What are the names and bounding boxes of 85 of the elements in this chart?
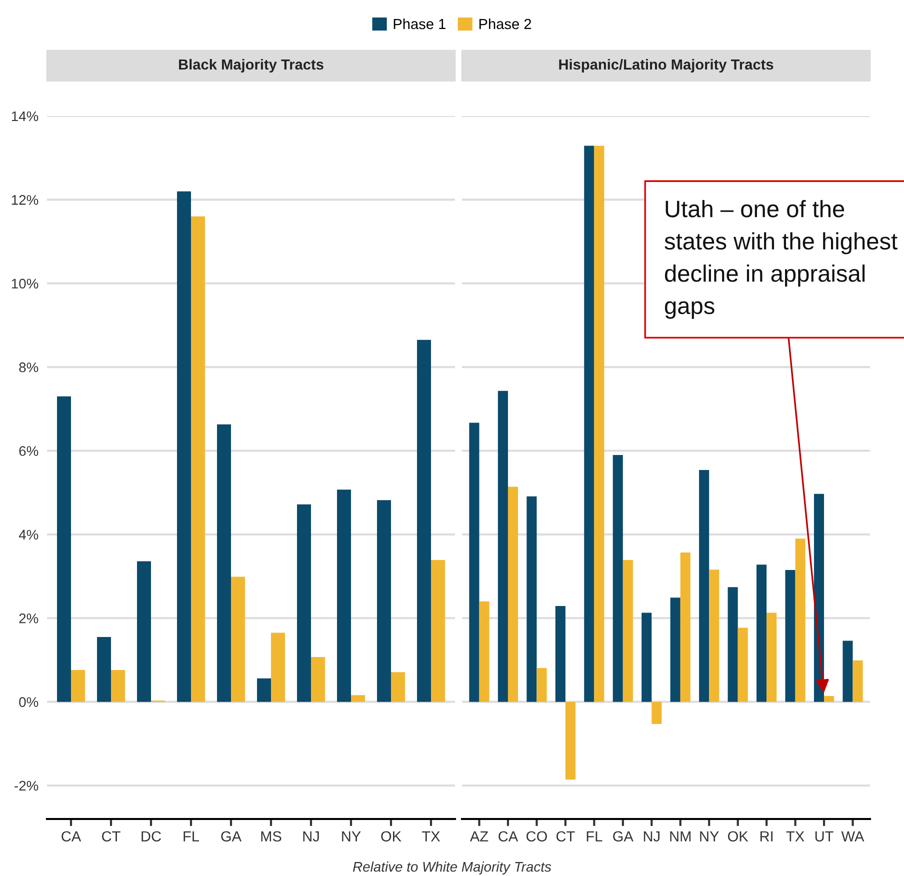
bar [508, 486, 518, 702]
bar [231, 576, 245, 702]
bar [738, 628, 748, 702]
bar [479, 601, 490, 702]
bar [709, 570, 720, 702]
bar [377, 500, 391, 702]
y-tick-label: 2% [19, 613, 38, 624]
x-axis-title: Relative to White Majority Tracts [352, 862, 552, 874]
x-tick-label: AZ [470, 831, 488, 842]
bar [111, 670, 125, 702]
bar [622, 560, 633, 702]
x-tick-label: TX [786, 831, 804, 842]
x-tick-label: NJ [644, 831, 660, 842]
y-tick-label: 6% [19, 446, 38, 456]
x-tick-label: OK [381, 831, 402, 842]
bar [824, 696, 834, 702]
bar [191, 216, 205, 702]
bar [670, 598, 680, 702]
x-tick-label: FL [586, 831, 602, 842]
bar [555, 606, 566, 702]
y-tick-label: 14% [12, 111, 38, 122]
bar [57, 396, 71, 702]
x-tick-label: WA [841, 831, 864, 842]
bar [795, 538, 806, 702]
x-tick-label: GA [221, 831, 242, 842]
bar [594, 146, 604, 702]
bar [337, 490, 351, 702]
x-tick-label: DC [142, 831, 161, 842]
chart-title: Hispanic/Latino Majority Tracts [559, 58, 774, 73]
bar [728, 587, 738, 702]
bar [842, 640, 853, 702]
x-tick-label: NY [700, 831, 719, 842]
bar [97, 636, 111, 702]
bar [584, 146, 594, 702]
x-tick-label: TX [422, 831, 440, 842]
bar [417, 340, 431, 702]
y-tick-label: 8% [19, 362, 38, 372]
x-tick-label: MS [261, 831, 282, 842]
y-tick-label: -2% [14, 780, 38, 791]
bar [257, 678, 271, 702]
x-tick-label: CO [526, 831, 547, 842]
legend-label: Phase 1 [394, 18, 446, 30]
x-tick-label: UT [815, 831, 834, 842]
bar [536, 668, 547, 702]
x-tick-label: FL [184, 831, 200, 842]
bar [297, 504, 311, 702]
bar [469, 422, 480, 702]
bar [391, 672, 405, 702]
x-tick-label: NM [670, 831, 691, 842]
bar [311, 657, 325, 702]
bar [612, 454, 623, 702]
y-tick-label: 12% [12, 195, 38, 205]
bar [271, 632, 285, 702]
y-tick-label: 4% [18, 530, 38, 540]
x-tick-label: NY [342, 831, 361, 842]
bar [71, 670, 85, 702]
bar [680, 552, 690, 702]
bar [785, 570, 796, 702]
annotation: Utah – one of the states with the highest decline in appraisal gaps [664, 200, 898, 319]
bar [766, 612, 777, 702]
bar [852, 660, 863, 702]
bar [431, 560, 445, 702]
bar [756, 564, 767, 702]
bar [699, 470, 710, 702]
chart-title: Black Majority Tracts [179, 58, 324, 73]
x-tick-label: RI [760, 831, 773, 842]
y-tick-label: 0% [19, 697, 38, 708]
bar [137, 561, 151, 702]
x-tick-label: CA [62, 831, 82, 842]
bar [565, 702, 576, 780]
bar [526, 496, 537, 702]
legend-label: Phase 2 [479, 18, 532, 30]
bar [177, 191, 191, 702]
bar [642, 612, 652, 702]
y-tick-label: 10% [12, 278, 38, 289]
x-tick-label: CT [102, 831, 120, 842]
x-tick-label: CA [498, 831, 518, 842]
bar [498, 390, 508, 702]
bar [351, 695, 365, 702]
x-tick-label: CT [556, 831, 575, 842]
x-tick-label: OK [728, 831, 748, 842]
bar [652, 702, 662, 724]
x-tick-label: GA [613, 831, 634, 842]
x-tick-label: NJ [303, 831, 319, 842]
bar [217, 424, 231, 702]
